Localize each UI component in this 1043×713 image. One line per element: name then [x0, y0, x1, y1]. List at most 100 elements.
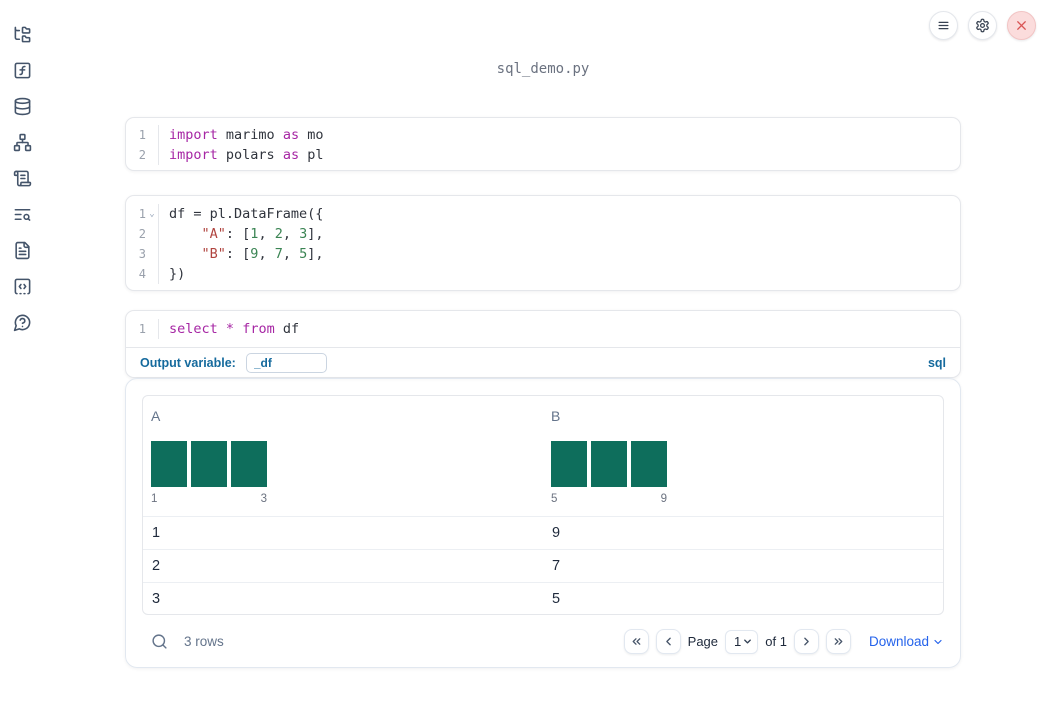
line-number: 1: [138, 128, 146, 142]
sidebar-dependencies-button[interactable]: [12, 132, 32, 152]
table-cell: 9: [552, 525, 561, 541]
settings-button[interactable]: [968, 11, 997, 40]
file-explorer-icon: [14, 26, 30, 42]
hist-max-label: 3: [260, 493, 267, 505]
fold-spacer: [146, 244, 158, 264]
sidebar-documentation-button[interactable]: [12, 240, 32, 260]
dataframe-output-panel: A 1 3 B 5 9: [125, 378, 961, 668]
data-table: A 1 3 B 5 9: [142, 395, 944, 615]
chevron-down-icon: [744, 639, 752, 644]
fold-spacer: [146, 145, 158, 165]
dependency-graph-icon: [13, 133, 31, 151]
chevrons-left-icon: [632, 638, 641, 645]
histogram-bar: [591, 441, 627, 487]
table-cell: 7: [552, 558, 561, 574]
fold-toggle-icon[interactable]: ⌄: [149, 209, 155, 219]
sidebar-variables-button[interactable]: [12, 60, 32, 80]
code-line-content[interactable]: }): [158, 264, 960, 284]
fold-spacer: [146, 125, 158, 145]
column-histogram: [551, 441, 935, 487]
help-chat-icon: [13, 314, 30, 331]
code-line[interactable]: 2 "A": [1, 2, 3],: [126, 224, 960, 244]
histogram-bar: [551, 441, 587, 487]
histogram-labels: 5 9: [551, 493, 667, 505]
table-cell: 3: [152, 591, 161, 607]
first-page-button[interactable]: [623, 629, 649, 654]
download-label: Download: [868, 634, 929, 649]
code-line[interactable]: 2 import polars as pl: [126, 145, 960, 165]
table-search-button[interactable]: [151, 633, 168, 650]
code-line[interactable]: 1 select * from df: [126, 319, 960, 339]
sidebar-scratchpad-button[interactable]: [12, 168, 32, 188]
shutdown-button[interactable]: [1007, 11, 1036, 40]
fold-spacer: [146, 319, 158, 339]
histogram-bar: [231, 441, 267, 487]
hist-min-label: 5: [551, 493, 558, 505]
code-line-content[interactable]: "A": [1, 2, 3],: [158, 224, 960, 244]
last-page-button[interactable]: [825, 629, 851, 654]
page-label: Page: [687, 634, 719, 649]
language-badge[interactable]: sql: [927, 356, 946, 370]
chevron-down-icon: [934, 639, 942, 644]
column-histogram: [151, 441, 535, 487]
histogram-bar: [631, 441, 667, 487]
code-line-content[interactable]: df = pl.DataFrame({: [158, 204, 960, 224]
sql-cell[interactable]: 1 select * from df Output variable: sql: [125, 310, 961, 378]
code-line[interactable]: 1 import marimo as mo: [126, 125, 960, 145]
sidebar-datasources-button[interactable]: [12, 96, 32, 116]
code-line-content[interactable]: "B": [9, 7, 5],: [158, 244, 960, 264]
logs-search-icon: [14, 208, 30, 221]
documentation-icon: [14, 241, 30, 259]
column-header-b[interactable]: B 5 9: [543, 396, 943, 516]
download-button[interactable]: Download: [869, 634, 944, 649]
page-select[interactable]: 1: [725, 629, 759, 654]
code-line[interactable]: 4}): [126, 264, 960, 284]
notebook-filename[interactable]: sql_demo.py: [496, 61, 590, 77]
line-number: 1: [138, 322, 146, 336]
sidebar-file-explorer-button[interactable]: [12, 24, 32, 44]
code-cell-imports[interactable]: 1 import marimo as mo 2 import polars as pl: [125, 117, 961, 171]
snippets-icon: [14, 278, 30, 294]
scratchpad-icon: [13, 170, 31, 186]
sidebar-snippets-button[interactable]: [12, 276, 32, 296]
histogram-bar: [191, 441, 227, 487]
sidebar-logs-button[interactable]: [12, 204, 32, 224]
output-variable-label: Output variable:: [140, 356, 236, 370]
hist-min-label: 1: [151, 493, 158, 505]
line-number: 3: [138, 247, 146, 261]
code-cell-dataframe[interactable]: 1 ⌄ df = pl.DataFrame({2 "A": [1, 2, 3], 3 …: [125, 195, 961, 291]
menu-icon: [938, 21, 949, 30]
column-name: A: [151, 408, 161, 424]
search-icon: [152, 634, 167, 649]
page-select-value: 1: [734, 634, 742, 649]
code-line[interactable]: 1 ⌄ df = pl.DataFrame({: [126, 204, 960, 224]
code-line-content[interactable]: import marimo as mo: [158, 125, 960, 145]
fold-spacer: [146, 264, 158, 284]
fold-spacer: [146, 224, 158, 244]
datasources-icon: [14, 97, 30, 115]
menu-button[interactable]: [929, 11, 958, 40]
table-footer: 3 rows Page 1 of 1: [142, 615, 944, 668]
code-line[interactable]: 3 "B": [9, 7, 5],: [126, 244, 960, 264]
column-name: B: [551, 408, 561, 424]
code-line-content[interactable]: import polars as pl: [158, 145, 960, 165]
table-header: A 1 3 B 5 9: [143, 396, 943, 516]
line-number: 2: [138, 227, 146, 241]
next-page-button[interactable]: [793, 629, 819, 654]
output-variable-input[interactable]: [245, 353, 327, 373]
variables-icon: [14, 62, 30, 78]
prev-page-button[interactable]: [655, 629, 681, 654]
sidebar-help-button[interactable]: [12, 312, 32, 332]
hist-max-label: 9: [660, 493, 667, 505]
code-line-content[interactable]: select * from df: [158, 319, 960, 339]
helper-sidebar: [0, 0, 44, 713]
column-header-a[interactable]: A 1 3: [143, 396, 543, 516]
notebook-actions: [929, 11, 1036, 40]
pagination: Page 1 of 1 Download: [623, 629, 944, 654]
close-icon: [1017, 21, 1026, 30]
chevron-right-icon: [804, 637, 809, 646]
